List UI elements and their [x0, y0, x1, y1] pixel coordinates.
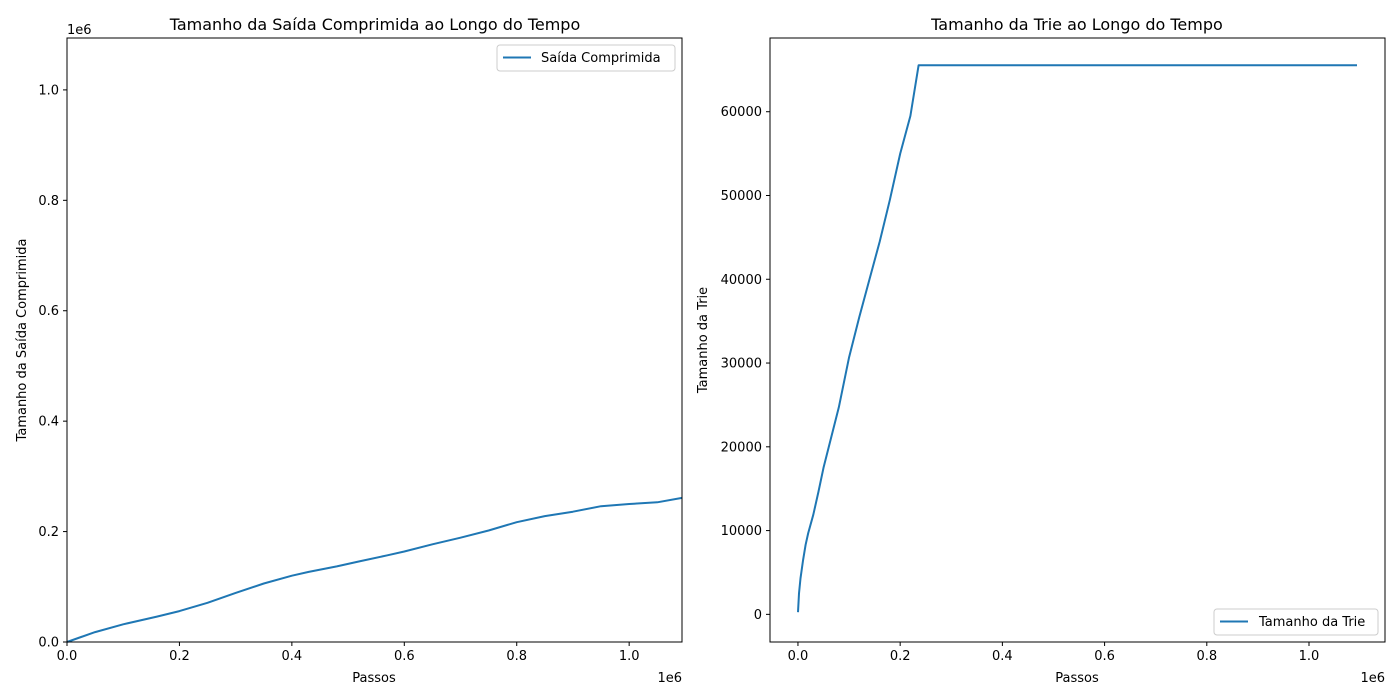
y-tick-label: 40000: [721, 273, 762, 288]
y-axis-ticks: 0.0 0.2 0.4 0.6 0.8 1.0: [38, 83, 67, 651]
x-axis-ticks: 0.0 0.2 0.4 0.6 0.8 1.0: [57, 642, 640, 664]
y-tick-label: 0.0: [38, 636, 59, 651]
y-tick-label: 0.4: [38, 415, 59, 430]
chart-title: Tamanho da Trie ao Longo do Tempo: [930, 15, 1223, 34]
legend: Tamanho da Trie: [1213, 608, 1379, 636]
series-line: [797, 64, 1357, 613]
y-tick-label: 0.6: [38, 304, 59, 319]
x-tick-label: 0.6: [394, 649, 415, 664]
series-line: [66, 496, 683, 643]
y-tick-label: 0.8: [38, 194, 59, 209]
legend-box: [496, 44, 676, 72]
legend-label: Saída Comprimida: [541, 51, 661, 66]
chart-compressed-output: Tamanho da Saída Comprimida ao Longo do …: [15, 15, 683, 686]
x-tick-label: 0.0: [788, 649, 809, 664]
y-tick-label: 1.0: [38, 83, 59, 98]
y-tick-label: 20000: [721, 440, 762, 455]
series-layer: [66, 496, 683, 643]
chart-title: Tamanho da Saída Comprimida ao Longo do …: [169, 15, 581, 34]
x-tick-label: 0.8: [1196, 649, 1217, 664]
legend-box: [1213, 608, 1379, 636]
x-axis-label: Passos: [1055, 671, 1099, 686]
x-offset-label: 1e6: [657, 671, 682, 686]
x-tick-label: 0.8: [506, 649, 527, 664]
x-tick-label: 1.0: [1299, 649, 1320, 664]
plot-frame: [66, 37, 683, 643]
y-axis-label: Tamanho da Saída Comprimida: [15, 239, 30, 443]
y-tick-label: 10000: [721, 524, 762, 539]
x-tick-label: 0.6: [1094, 649, 1115, 664]
y-tick-label: 0.2: [38, 525, 59, 540]
x-tick-label: 0.4: [992, 649, 1013, 664]
x-tick-label: 0.2: [169, 649, 190, 664]
x-axis-label: Passos: [352, 671, 396, 686]
plot-frame: [769, 37, 1386, 643]
y-offset-label: 1e6: [67, 23, 92, 38]
series-layer: [797, 64, 1357, 613]
legend-label: Tamanho da Trie: [1258, 615, 1365, 630]
y-tick-label: 50000: [721, 189, 762, 204]
x-tick-label: 0.2: [890, 649, 911, 664]
y-tick-label: 60000: [721, 105, 762, 120]
x-tick-label: 0.4: [282, 649, 303, 664]
chart-trie-size: Tamanho da Trie ao Longo do Tempo 0.0 0.2…: [696, 15, 1386, 686]
x-offset-label: 1e6: [1360, 671, 1385, 686]
x-tick-label: 0.0: [57, 649, 78, 664]
x-tick-label: 1.0: [619, 649, 640, 664]
y-tick-label: 30000: [721, 357, 762, 372]
x-axis-ticks: 0.0 0.2 0.4 0.6 0.8 1.0: [788, 642, 1320, 664]
y-axis-label: Tamanho da Trie: [696, 287, 711, 394]
y-axis-ticks: 0 10000 20000 30000 40000 50000 60000: [721, 105, 770, 623]
legend: Saída Comprimida: [496, 44, 676, 72]
y-tick-label: 0: [754, 608, 762, 623]
